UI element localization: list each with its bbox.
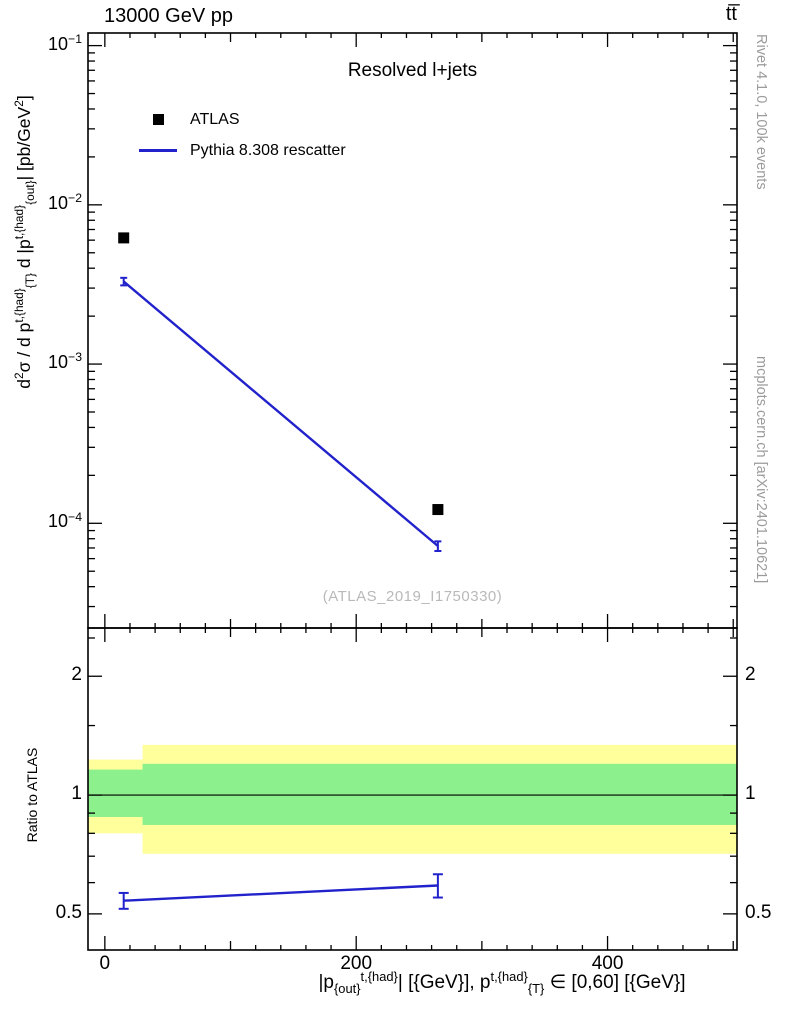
mcplots-caption: mcplots.cern.ch [arXiv:2401.10621] [753,356,769,584]
x-tick-label: 200 [340,953,373,974]
legend: ATLAS Pythia 8.308 rescatter [136,104,346,166]
legend-item-pythia: Pythia 8.308 rescatter [136,135,346,166]
ratio-tick-label-left: 1 [71,783,82,805]
y-tick-label: 10−4 [48,509,82,532]
legend-swatch-area [136,149,180,152]
ratio-tick-label-left: 0.5 [55,901,82,923]
x-tick-label: 400 [591,953,624,974]
process-title: tt̅ [725,3,737,25]
y-tick-label: 10−3 [48,350,82,373]
y-tick-label: 10−1 [48,31,82,54]
atlas-data-point [118,232,130,244]
legend-item-atlas: ATLAS [136,104,346,135]
panel-title: Resolved l+jets [347,60,478,81]
atlas-marker-swatch [152,114,164,125]
legend-label-pythia: Pythia 8.308 rescatter [190,141,346,159]
y-axis-label-main: d2σ / d pt,{had}{T} d |pt,{had}{out}| [p… [12,95,38,389]
x-axis-label: |p{out}t,{had}| [{GeV}], pt,{had}{T} ∈ [… [318,968,686,996]
legend-swatch-area [136,114,180,125]
uncertainty-band-inner [142,763,737,825]
uncertainty-band-inner [88,769,143,817]
mc-prediction-line [122,280,439,547]
y-tick-label: 10−2 [48,191,82,213]
analysis-watermark: (ATLAS_2019_I1750330) [322,588,503,605]
ratio-tick-label-right: 0.5 [745,901,772,923]
ratio-tick-label-left: 2 [71,664,82,686]
atlas-data-point [432,504,444,516]
pythia-line-swatch [139,149,177,152]
ratio-panel-frame [87,627,738,951]
ratio-tick-label-right: 1 [745,783,756,805]
ratio-line [123,884,438,902]
rivet-version-caption: Rivet 4.1.0, 100k events [753,34,769,190]
x-tick-label: 0 [99,953,111,974]
legend-label-atlas: ATLAS [190,110,240,128]
ratio-tick-label-right: 2 [745,664,756,686]
beam-energy-title: 13000 GeV pp [104,5,233,27]
